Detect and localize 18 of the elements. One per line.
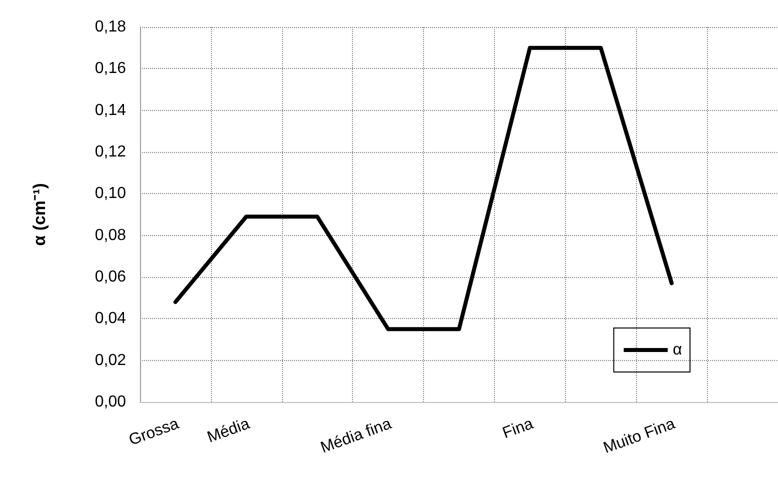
legend-label: α (672, 342, 682, 358)
y-tick-label: 0,00 (94, 394, 126, 410)
y-tick-label: 0,12 (94, 144, 126, 160)
x-tick-label: Fina (500, 416, 536, 442)
y-tick-label: 0,10 (94, 185, 126, 202)
y-tick-label: 0,02 (94, 352, 126, 369)
y-tick-label: 0,16 (94, 60, 126, 78)
y-tick-label: 0,04 (94, 310, 126, 328)
y-tick-label: 0,06 (94, 268, 126, 286)
y-axis-title: α (cm⁻¹) (30, 183, 49, 246)
x-tick-label: Muito Fina (601, 416, 678, 458)
y-tick-label: 0,18 (94, 18, 126, 36)
x-tick-label: Grossa (126, 416, 182, 450)
line-series (173, 46, 674, 332)
y-tick-label: 0,08 (94, 226, 126, 244)
x-tick-label: Média fina (318, 416, 394, 457)
x-tick-label: Média (205, 416, 252, 446)
y-tick-label: 0,14 (94, 102, 126, 119)
